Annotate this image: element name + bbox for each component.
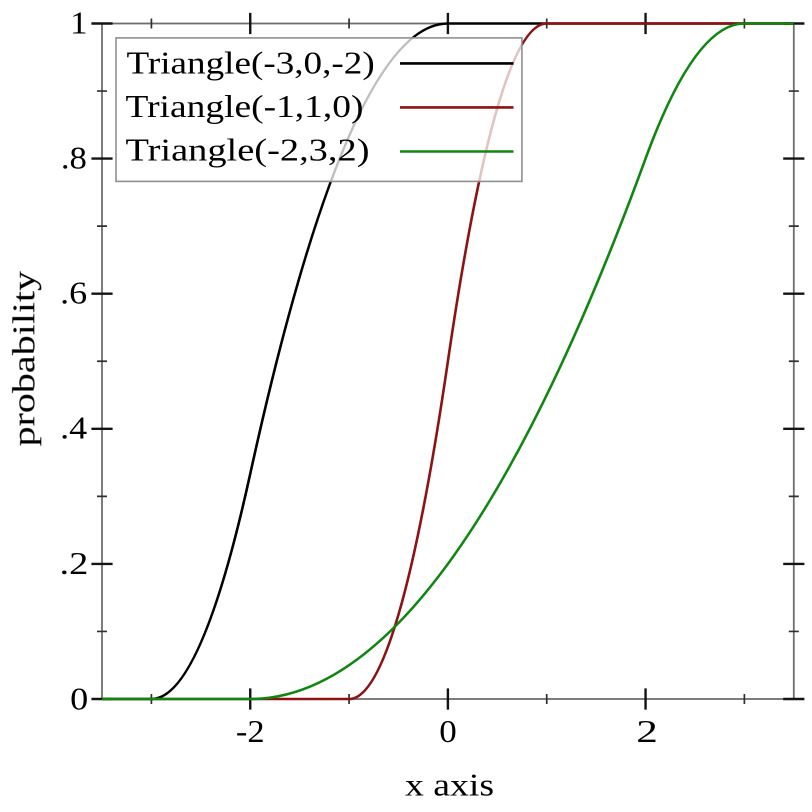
svg-text:Triangle(-1,1,0): Triangle(-1,1,0) [126, 88, 364, 124]
svg-text:0: 0 [70, 681, 88, 717]
svg-text:.6: .6 [60, 275, 87, 311]
svg-text:Triangle(-2,3,2): Triangle(-2,3,2) [126, 132, 370, 168]
svg-text:0: 0 [439, 713, 457, 749]
svg-text:2: 2 [636, 713, 658, 749]
svg-text:Triangle(-3,0,-2): Triangle(-3,0,-2) [127, 45, 375, 81]
svg-text:-2: -2 [236, 713, 265, 749]
svg-text:1: 1 [70, 5, 88, 41]
svg-text:probability: probability [6, 271, 42, 447]
svg-text:.8: .8 [61, 140, 87, 176]
svg-text:.4: .4 [60, 410, 87, 446]
svg-text:x axis: x axis [405, 767, 494, 803]
svg-text:.2: .2 [60, 545, 89, 581]
